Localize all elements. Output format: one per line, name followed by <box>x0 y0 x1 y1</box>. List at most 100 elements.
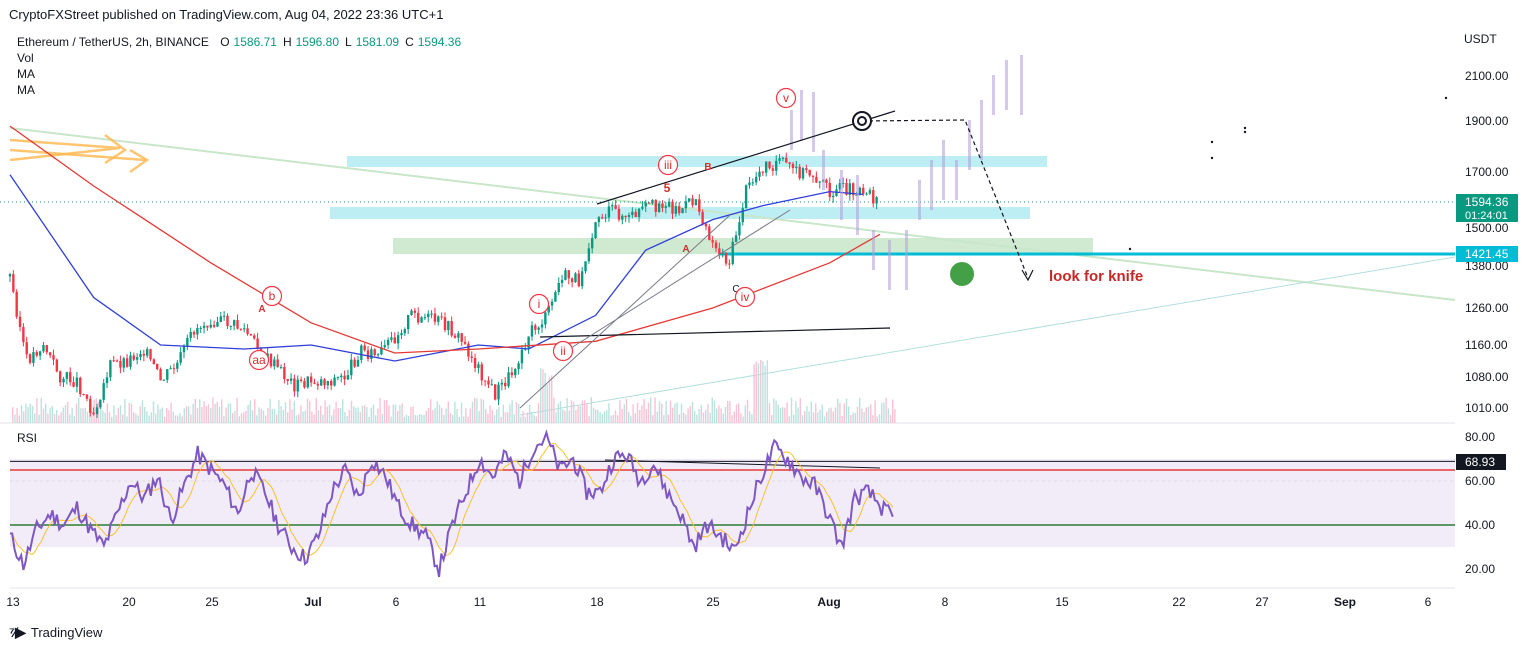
level-tag <box>1456 246 1518 262</box>
volume-bar <box>394 404 397 423</box>
volume-bar <box>115 415 117 423</box>
candle-body <box>346 375 350 380</box>
tradingview-logo-icon[interactable]: ⁷∕▶ <box>9 624 26 640</box>
volume-bar <box>322 414 324 423</box>
volume-bar <box>661 403 663 423</box>
volume-bar <box>509 404 511 423</box>
volume-bar <box>223 415 225 423</box>
volume-bar <box>724 406 727 423</box>
projection-bar <box>992 75 995 115</box>
rsi-title[interactable]: RSI <box>17 431 38 445</box>
volume-bar <box>797 407 799 423</box>
volume-bar <box>221 399 223 423</box>
volume-bar <box>111 416 113 423</box>
candle-body <box>754 176 758 183</box>
volume-bar <box>381 413 383 423</box>
high-value: 1596.80 <box>295 35 339 49</box>
volume-bar <box>137 415 139 423</box>
volume-bar <box>680 403 683 423</box>
candle-body <box>430 313 433 315</box>
candle-body <box>567 270 570 279</box>
volume-bar <box>430 399 432 423</box>
candle-body <box>360 345 363 360</box>
volume-bar <box>249 400 251 423</box>
volume-bar <box>161 407 163 423</box>
volume-bar <box>764 365 766 423</box>
rsi-level-tag-label: 68.93 <box>1465 455 1495 469</box>
volume-bar <box>713 400 716 423</box>
candle-body <box>316 383 320 386</box>
volume-bar <box>830 407 832 423</box>
time-tick-label: 15 <box>1055 595 1069 609</box>
volume-bar <box>584 400 586 423</box>
volume-bar <box>397 411 399 423</box>
volume-bar <box>555 412 557 423</box>
volume-bar <box>104 412 106 423</box>
volume-bar <box>617 415 619 423</box>
footer-brand[interactable]: TradingView <box>30 625 103 640</box>
volume-bar <box>535 416 537 423</box>
volume-bar <box>328 404 331 423</box>
indicator-ma-1[interactable]: MA <box>17 67 35 81</box>
volume-bar <box>324 400 326 423</box>
volume-bar <box>729 401 731 423</box>
candle-body <box>350 359 353 376</box>
indicator-ma-2[interactable]: MA <box>17 83 35 97</box>
symbol-row[interactable]: Ethereum / TetherUS, 2h, BINANCE O 1586.7… <box>17 34 463 50</box>
volume-bar <box>746 399 749 423</box>
volume-bar <box>355 407 357 423</box>
volume-bar <box>702 412 705 423</box>
volume-bar <box>727 400 729 423</box>
volume-bar <box>251 410 254 423</box>
volume-bar <box>804 411 806 423</box>
time-tick-label: 8 <box>942 595 949 609</box>
volume-bar <box>207 404 210 423</box>
volume-bar <box>496 409 498 423</box>
marker-dot <box>1210 156 1214 160</box>
volume-bar <box>819 409 821 423</box>
candle-body <box>95 407 99 415</box>
volume-bar <box>56 409 58 423</box>
candle-body <box>222 315 226 317</box>
candle-body <box>396 335 400 344</box>
volume-bar <box>784 407 786 423</box>
candle-body <box>667 201 671 207</box>
volume-bar <box>205 406 207 423</box>
volume-bar <box>656 411 658 423</box>
symbol-name[interactable]: Ethereum / TetherUS, 2h, BINANCE <box>17 35 209 49</box>
volume-bar <box>282 410 284 423</box>
indicator-vol[interactable]: Vol <box>17 51 34 65</box>
volume-bar <box>298 414 300 423</box>
volume-bar <box>438 404 441 423</box>
candle-body <box>249 334 253 336</box>
volume-bar <box>196 407 199 423</box>
candle-body <box>112 360 115 362</box>
open-label: O <box>220 35 230 49</box>
candle-body <box>651 199 654 204</box>
volume-bar <box>135 413 137 423</box>
candle-body <box>370 349 373 359</box>
volume-bar <box>720 408 722 423</box>
candle-body <box>169 368 172 370</box>
volume-bar <box>166 407 168 423</box>
volume-bar <box>603 411 606 423</box>
candle-body <box>319 379 323 386</box>
candle-body <box>132 355 136 360</box>
candle-body <box>366 350 370 359</box>
volume-bar <box>647 402 650 423</box>
projection-bar <box>1020 55 1023 115</box>
candle-body <box>624 215 627 217</box>
projection-bar <box>822 150 825 190</box>
volume-bar <box>625 398 628 423</box>
volume-bar <box>234 410 236 423</box>
candle-body <box>841 182 845 184</box>
projection-bar <box>856 175 859 235</box>
wave-label-aa: aa <box>252 353 266 367</box>
volume-bar <box>144 407 146 423</box>
volume-bar <box>383 400 386 423</box>
candle-body <box>189 331 192 338</box>
candle-body <box>55 359 59 372</box>
projection-arrowhead <box>1021 269 1034 282</box>
rsi-band <box>10 459 1455 547</box>
